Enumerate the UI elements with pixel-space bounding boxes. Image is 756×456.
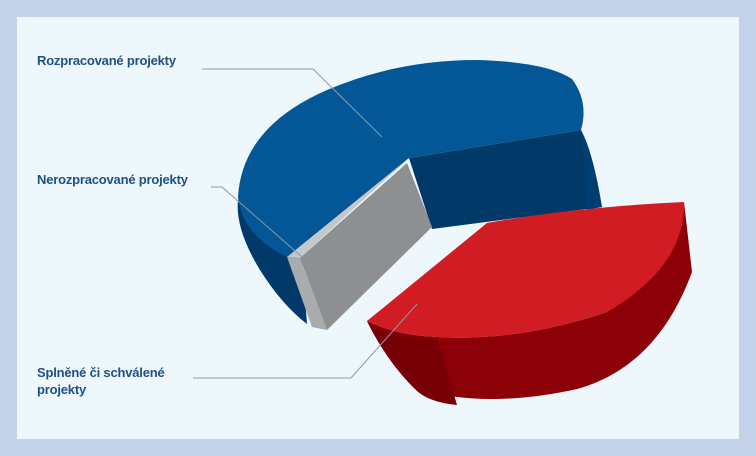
- label-splnene: Splněné či schválené projekty: [37, 365, 165, 397]
- leader-line-splnene: [193, 303, 418, 379]
- slice-splnene-front: [367, 202, 692, 399]
- slice-rozpracovane: [237, 60, 602, 324]
- slice-splnene: [367, 202, 692, 405]
- slice-rozpracovane-inner-wall-light: [581, 130, 602, 210]
- slice-splnene-front-left: [367, 321, 457, 405]
- chart-panel: Rozpracované projekty Nerozpracované pro…: [17, 17, 739, 439]
- slice-nerozpracovane-top: [287, 158, 409, 258]
- slice-rozpracovane-inner-wall: [409, 130, 602, 229]
- leader-line-rozpracovane: [202, 68, 383, 138]
- label-nerozpracovane: Nerozpracované projekty: [37, 172, 188, 187]
- slice-rozpracovane-top: [238, 60, 584, 257]
- pie-chart-3d: [193, 60, 692, 405]
- slice-nerozpracovane: [287, 158, 432, 330]
- slice-nerozpracovane-side: [287, 257, 327, 330]
- leader-line-nerozpracovane: [211, 186, 303, 258]
- slice-splnene-top: [367, 202, 685, 338]
- label-rozpracovane: Rozpracované projekty: [37, 53, 176, 68]
- slice-nerozpracovane-wall: [300, 163, 432, 330]
- leader-lines: [193, 68, 418, 379]
